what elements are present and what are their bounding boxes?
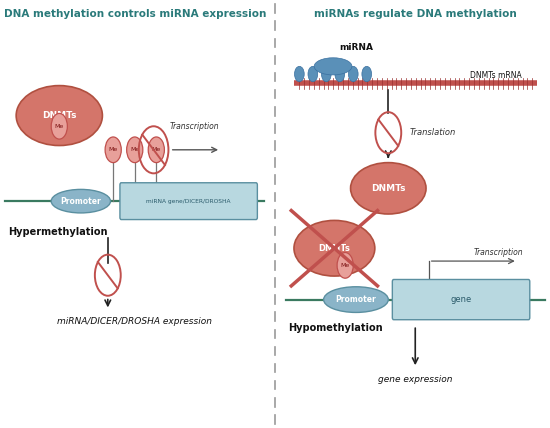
- Text: Me: Me: [340, 263, 350, 268]
- Text: Translation: Translation: [410, 128, 456, 137]
- Text: Transcription: Transcription: [474, 248, 523, 257]
- Text: Me: Me: [130, 147, 139, 152]
- Text: Hypomethylation: Hypomethylation: [289, 323, 383, 333]
- Text: miRNA gene/DICER/DROSHA: miRNA gene/DICER/DROSHA: [146, 199, 231, 204]
- Circle shape: [126, 137, 143, 163]
- FancyBboxPatch shape: [120, 183, 257, 220]
- Circle shape: [51, 113, 67, 139]
- Ellipse shape: [314, 58, 352, 75]
- Text: Promoter: Promoter: [336, 295, 376, 304]
- Text: miRNA/DICER/DROSHA expression: miRNA/DICER/DROSHA expression: [57, 317, 212, 326]
- Text: DNA methylation controls miRNA expression: DNA methylation controls miRNA expressio…: [3, 9, 266, 18]
- Circle shape: [105, 137, 121, 163]
- Text: DNMTs: DNMTs: [42, 111, 76, 120]
- Circle shape: [148, 137, 164, 163]
- Text: Promoter: Promoter: [60, 196, 101, 206]
- Text: Me: Me: [54, 124, 64, 129]
- Text: miRNAs regulate DNA methylation: miRNAs regulate DNA methylation: [314, 9, 516, 18]
- Circle shape: [335, 66, 345, 82]
- Circle shape: [348, 66, 358, 82]
- Circle shape: [337, 253, 353, 278]
- Circle shape: [321, 66, 331, 82]
- Circle shape: [308, 66, 318, 82]
- Ellipse shape: [350, 163, 426, 214]
- Ellipse shape: [323, 287, 388, 312]
- Text: DNMTs mRNA: DNMTs mRNA: [470, 71, 522, 80]
- Ellipse shape: [294, 220, 375, 276]
- Text: miRNA: miRNA: [339, 43, 373, 52]
- Circle shape: [294, 66, 304, 82]
- Ellipse shape: [51, 189, 111, 213]
- FancyBboxPatch shape: [392, 279, 530, 320]
- Text: gene expression: gene expression: [378, 374, 453, 383]
- Circle shape: [362, 66, 372, 82]
- Ellipse shape: [16, 86, 102, 146]
- Text: gene: gene: [450, 295, 472, 304]
- Text: Transcription: Transcription: [169, 122, 219, 131]
- Text: Me: Me: [108, 147, 118, 152]
- Text: DNMTs: DNMTs: [371, 184, 405, 193]
- Text: DNMTs: DNMTs: [318, 244, 350, 253]
- Text: Me: Me: [152, 147, 161, 152]
- Text: Hypermethylation: Hypermethylation: [8, 227, 108, 237]
